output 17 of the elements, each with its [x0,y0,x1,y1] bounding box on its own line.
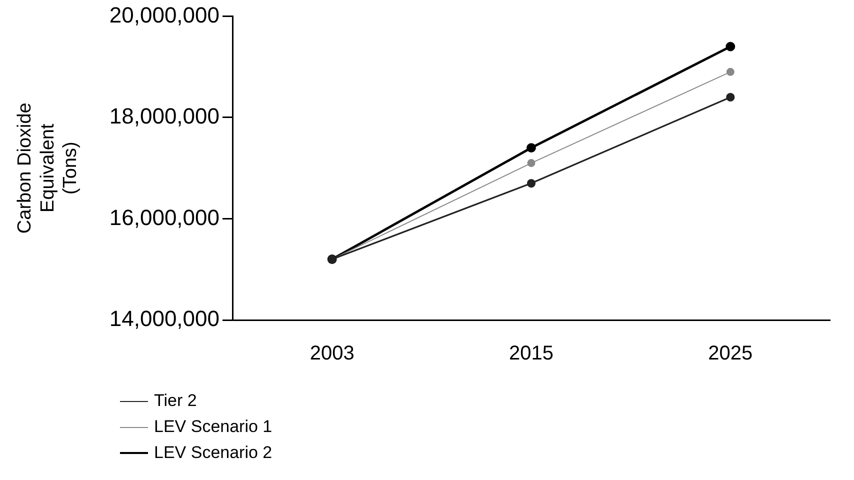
legend-label: Tier 2 [154,390,197,412]
y-tick-label: 14,000,000 [109,306,220,332]
point [526,143,536,153]
legend-label: LEV Scenario 1 [154,416,272,438]
point [726,42,736,52]
y-tick-label: 16,000,000 [109,204,220,230]
point [726,68,734,76]
x-tick-label: 2003 [310,342,354,365]
point [527,159,536,168]
y-tick-label: 18,000,000 [109,104,220,129]
point [526,178,536,188]
y-tick-label: 20,000,000 [109,2,220,28]
x-tick-label: 2015 [509,342,554,365]
point [726,92,735,102]
legend-label: LEV Scenario 2 [154,442,272,464]
x-tick-label: 2025 [708,342,753,365]
y-axis-title: Carbon Dioxide Equivalent (Tons) [14,102,82,234]
